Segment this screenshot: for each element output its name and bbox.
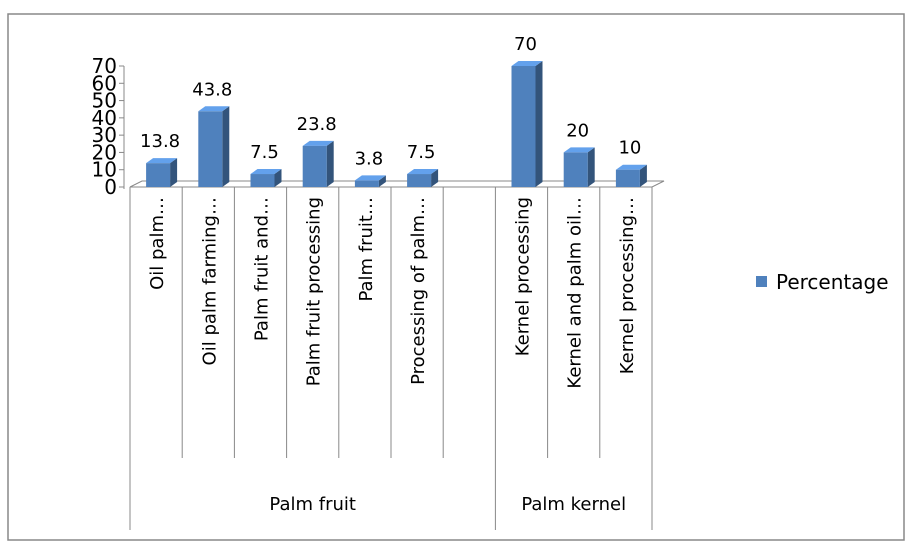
bar-top bbox=[563, 147, 595, 153]
y-tick-label: 40 bbox=[92, 106, 117, 130]
x-tick-label: Palm fruit and… bbox=[252, 197, 273, 341]
bar bbox=[302, 145, 327, 187]
x-tick-label: Processing of palm… bbox=[408, 197, 429, 385]
y-tick-label: 20 bbox=[92, 140, 117, 164]
y-tick-label: 0 bbox=[104, 175, 117, 199]
x-tick-label: Palm fruit processing bbox=[304, 197, 325, 386]
bar-side bbox=[587, 147, 595, 187]
bar-top bbox=[146, 158, 178, 164]
y-tick-label: 50 bbox=[92, 89, 117, 113]
legend-label: Percentage bbox=[776, 270, 889, 294]
data-label: 10 bbox=[618, 138, 641, 159]
y-tick-label: 70 bbox=[92, 54, 117, 78]
bar bbox=[198, 111, 223, 187]
x-tick-label: Kernel processing… bbox=[617, 197, 638, 374]
bar bbox=[615, 169, 640, 187]
bar-side bbox=[170, 158, 178, 187]
x-tick-label: Kernel processing bbox=[513, 197, 534, 356]
x-tick-label: Oil palm… bbox=[147, 197, 168, 290]
x-tick-label: Kernel and palm oil… bbox=[565, 197, 586, 389]
bar-side bbox=[431, 169, 439, 187]
data-label: 7.5 bbox=[250, 142, 279, 163]
x-tick-label: Palm fruit… bbox=[356, 197, 377, 302]
data-label: 70 bbox=[514, 34, 537, 55]
data-label: 23.8 bbox=[297, 114, 337, 135]
chart-frame bbox=[7, 13, 905, 541]
x-tick-label: Oil palm farming… bbox=[199, 197, 220, 365]
group-label: Palm fruit bbox=[269, 494, 356, 515]
data-label: 3.8 bbox=[355, 148, 384, 169]
data-label: 43.8 bbox=[192, 79, 232, 100]
y-tick-label: 10 bbox=[92, 158, 117, 182]
data-label: 13.8 bbox=[140, 131, 180, 152]
bar-top bbox=[250, 169, 282, 175]
data-label: 7.5 bbox=[407, 142, 436, 163]
bar-side bbox=[639, 164, 647, 187]
bar bbox=[146, 163, 171, 187]
bar bbox=[354, 180, 379, 187]
bar-top bbox=[354, 175, 386, 181]
bar-side bbox=[222, 106, 230, 187]
bar-side bbox=[274, 169, 282, 187]
y-tick-label: 60 bbox=[92, 71, 117, 95]
bar-side bbox=[378, 175, 386, 187]
bar-top bbox=[407, 169, 439, 175]
bar bbox=[250, 174, 275, 187]
floor bbox=[129, 180, 665, 188]
bar-top bbox=[615, 164, 647, 170]
bar-top bbox=[302, 140, 334, 146]
bar-top bbox=[198, 106, 230, 112]
y-tick-label: 30 bbox=[92, 123, 117, 147]
group-label: Palm kernel bbox=[521, 494, 626, 515]
bar bbox=[563, 152, 588, 187]
bar-top bbox=[511, 61, 543, 66]
bar-side bbox=[326, 140, 334, 187]
bar-side bbox=[535, 61, 543, 187]
bar bbox=[407, 174, 432, 187]
data-label: 20 bbox=[566, 120, 589, 141]
bar bbox=[511, 66, 536, 187]
legend-swatch bbox=[756, 276, 767, 287]
